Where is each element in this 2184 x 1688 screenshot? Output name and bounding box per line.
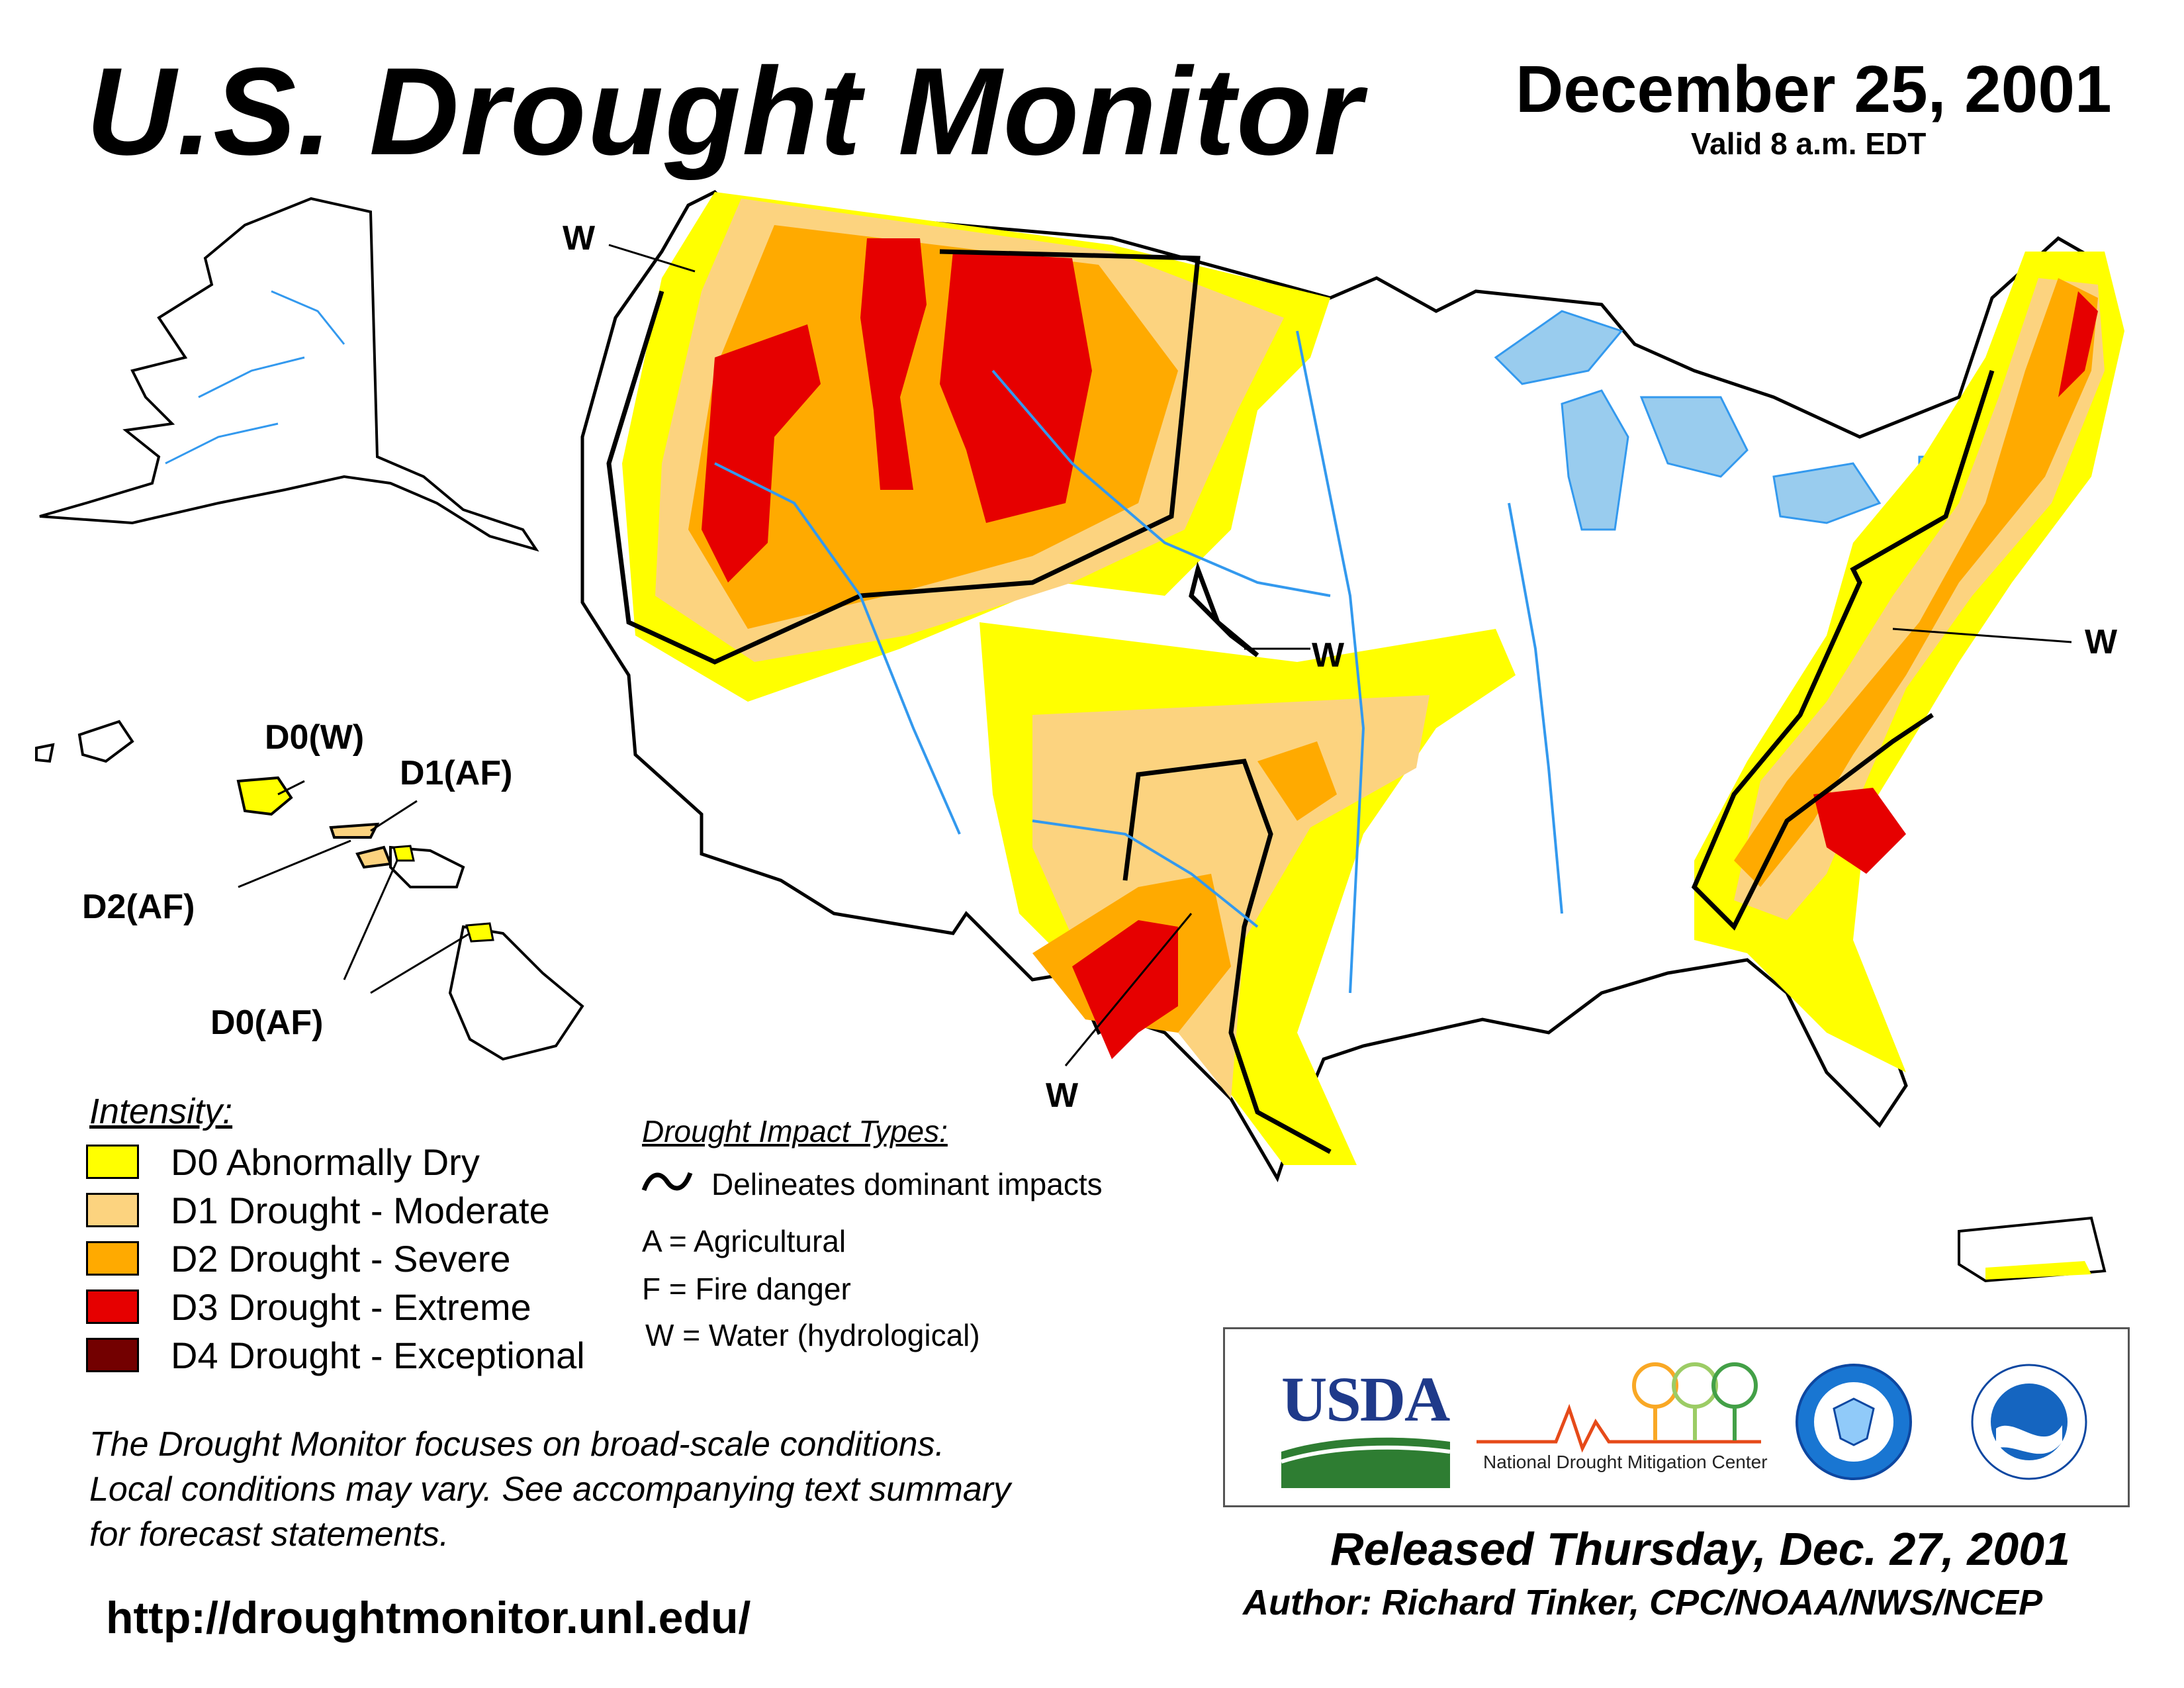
impact-type-water: W = Water (hydrological) [645, 1318, 980, 1352]
legend-item-d2: D2 Drought - Severe [86, 1237, 511, 1280]
usda-logo: USDA [1281, 1364, 1450, 1434]
legend-item-d3: D3 Drought - Extreme [86, 1286, 531, 1328]
hawaii-label-maui: D2(AF) [82, 888, 195, 926]
disclaimer-line: Local conditions may vary. See accompany… [89, 1470, 1011, 1509]
legend-swatch-d0 [86, 1145, 139, 1179]
puerto-rico-map [1958, 1216, 2107, 1283]
alaska-map [39, 197, 539, 552]
valid-time: Valid 8 a.m. EDT [1691, 126, 1927, 161]
legend-title: Intensity: [89, 1092, 233, 1131]
legend-swatch-d2 [86, 1241, 139, 1276]
great-lakes [1494, 310, 1974, 531]
impact-type-fire: F = Fire danger [642, 1272, 851, 1306]
hawaii-label-molokai: D1(AF) [400, 754, 513, 792]
legend-label-d2: D2 Drought - Severe [171, 1237, 511, 1280]
logos-panel: USDA National Drought Mitigation Center [1223, 1327, 2130, 1507]
legend-label-d1: D1 Drought - Moderate [171, 1189, 550, 1231]
hawaii-label-big-island: D0(AF) [210, 1004, 324, 1042]
legend-label-d3: D3 Drought - Extreme [171, 1286, 531, 1328]
impact-line-desc: Delineates dominant impacts [711, 1167, 1103, 1201]
impact-line-icon [641, 1172, 693, 1192]
impact-label-texas: W [1046, 1076, 1079, 1115]
disclaimer-line: for forecast statements. [89, 1515, 449, 1554]
impact-label-west: W [563, 219, 596, 258]
ndmc-logo-text: National Drought Mitigation Center [1483, 1452, 1768, 1472]
legend-label-d0: D0 Abnormally Dry [171, 1141, 480, 1183]
page-title: U.S. Drought Monitor [86, 42, 1364, 181]
disclaimer-line: The Drought Monitor focuses on broad-sca… [89, 1425, 945, 1464]
usda-field-icon [1281, 1437, 1450, 1488]
drought-east [1691, 252, 2124, 1072]
rivers [714, 330, 1563, 994]
legend-item-d0: D0 Abnormally Dry [86, 1141, 480, 1183]
map-date: December 25, 2001 [1516, 52, 2112, 126]
impact-type-agricultural: A = Agricultural [642, 1224, 846, 1258]
drought-south [979, 561, 1516, 1165]
legend-item-d1: D1 Drought - Moderate [86, 1189, 550, 1231]
legend-item-d4: D4 Drought - Exceptional [86, 1334, 585, 1376]
noaa-logo-icon [1971, 1364, 2087, 1480]
legend-swatch-d1 [86, 1193, 139, 1227]
hawaii-label-oahu: D0(W) [265, 718, 365, 757]
hawaii-map [35, 720, 584, 1061]
ndmc-logo-icon [1477, 1362, 1761, 1453]
impact-label-east: W [2085, 623, 2118, 661]
author-credit: Author: Richard Tinker, CPC/NOAA/NWS/NCE… [1243, 1583, 2043, 1622]
impact-title: Drought Impact Types: [642, 1114, 948, 1149]
impact-label-plains: W [1312, 636, 1345, 675]
legend-swatch-d3 [86, 1289, 139, 1324]
commerce-seal-icon [1796, 1364, 1912, 1480]
website-link[interactable]: http://droughtmonitor.unl.edu/ [106, 1593, 751, 1643]
impact-pointers [608, 244, 2072, 1066]
legend-label-d4: D4 Drought - Exceptional [171, 1334, 585, 1376]
release-date: Released Thursday, Dec. 27, 2001 [1330, 1523, 2071, 1575]
legend-swatch-d4 [86, 1338, 139, 1372]
disclaimer: The Drought Monitor focuses on broad-sca… [89, 1422, 1011, 1557]
